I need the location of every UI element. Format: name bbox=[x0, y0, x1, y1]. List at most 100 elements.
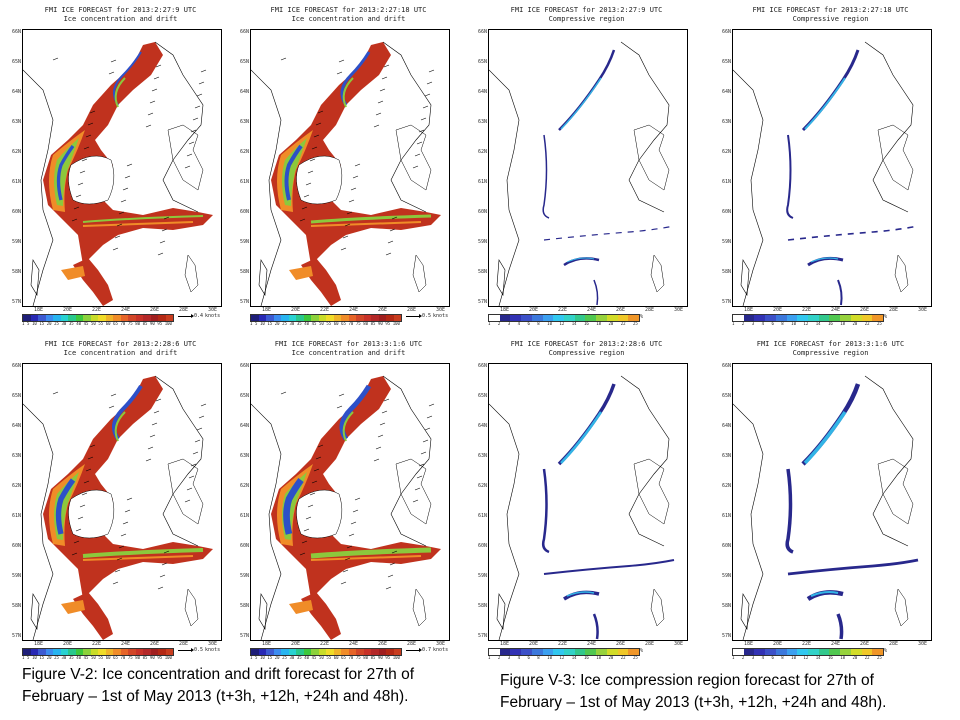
legend-tick-label: 8 bbox=[781, 655, 784, 660]
legend-tick-label: 18 bbox=[596, 321, 602, 326]
legend-tick-label: 8 bbox=[781, 321, 784, 326]
legend-tick-label: 50 bbox=[90, 321, 96, 326]
legend-tick-label: 20 bbox=[274, 655, 280, 660]
legend-swatch bbox=[393, 315, 401, 321]
legend-swatch bbox=[499, 649, 511, 655]
legend-tick-label: 75 bbox=[127, 321, 133, 326]
legend-tick-label: 25 bbox=[54, 321, 59, 326]
lat-tick-label: 63N bbox=[721, 119, 731, 125]
lon-tick-label: 26E bbox=[616, 307, 626, 313]
legend-tick-label: 50 bbox=[318, 321, 324, 326]
legend-tick-label: 90 bbox=[377, 655, 383, 660]
legend-tick-label: 3 bbox=[507, 321, 511, 326]
color-legend-bar bbox=[732, 314, 884, 322]
legend-tick-label: 30 bbox=[61, 321, 67, 326]
legend-swatch bbox=[371, 315, 379, 321]
panel-title: FMI ICE FORECAST for 2013:2:27:18 UTC bbox=[270, 6, 427, 14]
lat-tick-label: 60N bbox=[11, 543, 21, 549]
lat-tick-label: 60N bbox=[477, 209, 487, 215]
lon-tick-label: 18E bbox=[500, 641, 510, 647]
lat-tick-label: 66N bbox=[477, 29, 487, 35]
lat-tick-label: 63N bbox=[11, 453, 21, 459]
color-legend-labels: 1 2 3 4 6 8 10 12 14 16 18 20 22 25 bbox=[732, 655, 882, 660]
legend-swatch bbox=[38, 649, 46, 655]
lon-tick-label: 30E bbox=[674, 307, 684, 313]
legend-tick-label: 65 bbox=[341, 321, 346, 326]
map-panel-p6: FMI ICE FORECAST for 2013:3:1:6 UTC Ice c… bbox=[236, 336, 461, 666]
lat-tick-label: 61N bbox=[11, 179, 21, 185]
legend-tick-label: 20 bbox=[46, 655, 52, 660]
map-frame bbox=[732, 29, 932, 307]
legend-tick-label: 22 bbox=[864, 321, 870, 326]
legend-tick-label: 5 bbox=[26, 655, 30, 660]
map-panel-p7: FMI ICE FORECAST for 2013:2:28:6 UTC Comp… bbox=[474, 336, 699, 666]
lat-tick-label: 62N bbox=[11, 149, 21, 155]
legend-swatch bbox=[797, 315, 809, 321]
lat-tick-label: 63N bbox=[477, 453, 487, 459]
legend-tick-label: 45 bbox=[83, 655, 89, 660]
legend-tick-label: 100 bbox=[392, 655, 400, 660]
lon-tick-label: 22E bbox=[558, 307, 568, 313]
lat-tick-label: 64N bbox=[11, 423, 21, 429]
legend-tick-label: 70 bbox=[348, 321, 354, 326]
lat-tick-label: 66N bbox=[11, 363, 21, 369]
lat-tick-label: 63N bbox=[11, 119, 21, 125]
lat-tick-label: 66N bbox=[477, 363, 487, 369]
lat-tick-label: 59N bbox=[239, 239, 249, 245]
legend-tick-label: 30 bbox=[289, 655, 295, 660]
drift-scale-value: 0.7 bbox=[422, 647, 432, 653]
lon-tick-label: 28E bbox=[407, 307, 417, 313]
map-panel-p5: FMI ICE FORECAST for 2013:2:28:6 UTC Ice … bbox=[8, 336, 233, 666]
legend-swatch bbox=[90, 649, 98, 655]
legend-tick-label: 16 bbox=[827, 655, 833, 660]
legend-swatch bbox=[150, 649, 158, 655]
legend-tick-label: 70 bbox=[120, 321, 126, 326]
lon-tick-label: 18E bbox=[34, 641, 44, 647]
legend-tick-label: 55 bbox=[326, 321, 332, 326]
color-legend-labels: 1 2 3 4 6 8 10 12 14 16 18 20 22 25 bbox=[732, 321, 882, 326]
legend-swatch bbox=[765, 315, 776, 321]
panel-subtitle: Compressive region bbox=[792, 15, 869, 23]
legend-swatch bbox=[378, 649, 386, 655]
color-legend-labels: 1 5 10 15 20 25 30 35 40 45 50 55 60 65 70 75 80 85 90 95 10… bbox=[250, 655, 400, 660]
legend-swatch bbox=[553, 315, 565, 321]
legend-tick-label: 1 bbox=[488, 655, 491, 660]
legend-tick-label: 22 bbox=[620, 655, 626, 660]
legend-swatch bbox=[574, 649, 586, 655]
legend-tick-label: 14 bbox=[571, 655, 577, 660]
legend-swatch bbox=[386, 649, 394, 655]
drift-scale-label: 0.5 knots bbox=[194, 647, 220, 653]
legend-swatch bbox=[628, 315, 640, 321]
legend-tick-label: 95 bbox=[157, 321, 163, 326]
drift-scale-value: 0.5 bbox=[422, 313, 432, 319]
legend-swatch bbox=[68, 315, 76, 321]
legend-swatch bbox=[23, 315, 31, 321]
legend-swatch bbox=[105, 649, 113, 655]
lat-tick-label: 65N bbox=[477, 393, 487, 399]
legend-tick-label: 25 bbox=[282, 321, 287, 326]
lat-tick-label: 65N bbox=[239, 393, 249, 399]
drift-scale-unit: knots bbox=[433, 313, 449, 319]
lat-tick-label: 62N bbox=[239, 483, 249, 489]
legend-tick-label: 2 bbox=[497, 321, 501, 326]
map-panel-p8: FMI ICE FORECAST for 2013:3:1:6 UTC Compr… bbox=[718, 336, 943, 666]
lat-tick-label: 60N bbox=[721, 543, 731, 549]
legend-tick-label: 45 bbox=[311, 321, 317, 326]
panel-subtitle: Ice concentration and drift bbox=[63, 349, 178, 357]
lat-tick-label: 66N bbox=[721, 363, 731, 369]
legend-swatch bbox=[840, 315, 851, 321]
lat-tick-label: 64N bbox=[477, 89, 487, 95]
legend-tick-label: 55 bbox=[326, 655, 332, 660]
legend-tick-label: 65 bbox=[341, 655, 346, 660]
legend-swatch bbox=[281, 649, 289, 655]
map-frame bbox=[488, 29, 688, 307]
color-legend-bar bbox=[732, 648, 884, 656]
legend-tick-label: 35 bbox=[296, 321, 302, 326]
lat-tick-label: 62N bbox=[11, 483, 21, 489]
lon-tick-label: 28E bbox=[889, 307, 899, 313]
legend-swatch bbox=[105, 315, 113, 321]
panel-title: FMI ICE FORECAST for 2013:3:1:6 UTC bbox=[756, 340, 905, 348]
legend-swatch bbox=[341, 649, 349, 655]
legend-swatch bbox=[872, 649, 884, 655]
lon-tick-label: 26E bbox=[860, 307, 870, 313]
